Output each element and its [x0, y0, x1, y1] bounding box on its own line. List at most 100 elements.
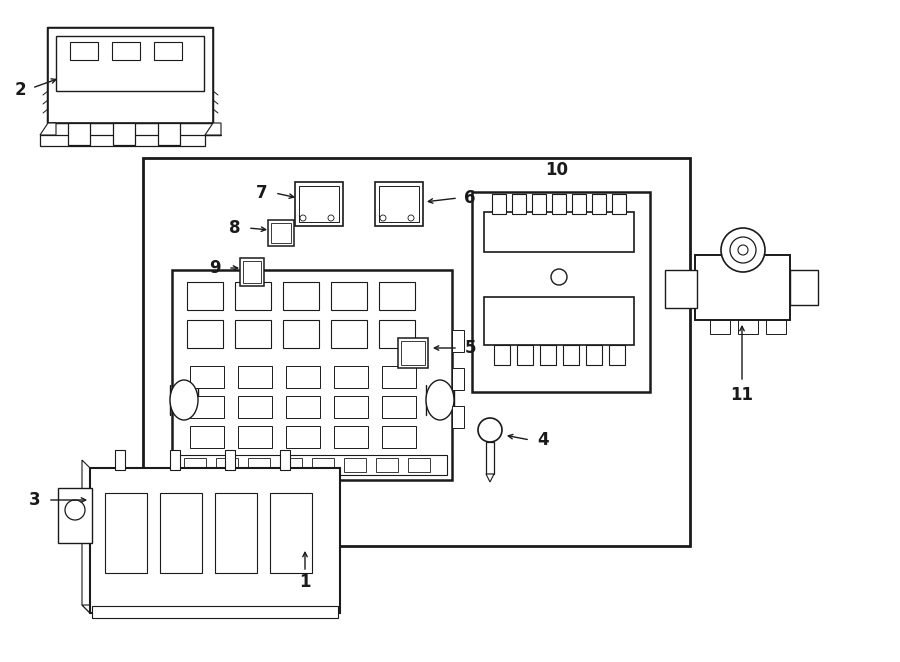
- Bar: [143, 158, 690, 546]
- Text: 3: 3: [29, 491, 40, 509]
- Text: 9: 9: [209, 259, 220, 277]
- Bar: [286, 396, 320, 418]
- Text: 2: 2: [14, 81, 26, 99]
- Bar: [56, 36, 204, 91]
- Polygon shape: [82, 460, 90, 613]
- Bar: [271, 223, 291, 243]
- Bar: [379, 320, 415, 348]
- Bar: [486, 442, 494, 474]
- Circle shape: [65, 500, 85, 520]
- Bar: [484, 297, 634, 345]
- Bar: [270, 493, 312, 573]
- Bar: [484, 212, 634, 252]
- Bar: [160, 493, 202, 573]
- Bar: [609, 345, 625, 365]
- Polygon shape: [40, 123, 56, 135]
- Bar: [299, 186, 339, 222]
- Bar: [280, 458, 302, 472]
- Bar: [312, 458, 334, 472]
- Bar: [540, 345, 556, 365]
- Bar: [92, 606, 338, 618]
- Bar: [790, 270, 818, 305]
- Bar: [280, 450, 290, 470]
- Bar: [283, 282, 319, 310]
- Bar: [177, 455, 447, 475]
- Polygon shape: [486, 474, 494, 482]
- Bar: [215, 493, 257, 573]
- Bar: [334, 366, 368, 388]
- Bar: [572, 194, 586, 214]
- Ellipse shape: [426, 380, 454, 420]
- Ellipse shape: [170, 380, 198, 420]
- Bar: [105, 493, 147, 573]
- Bar: [235, 282, 271, 310]
- Bar: [382, 366, 416, 388]
- Bar: [452, 330, 464, 352]
- Bar: [452, 406, 464, 428]
- Bar: [268, 220, 294, 246]
- Bar: [612, 194, 626, 214]
- Bar: [283, 320, 319, 348]
- Bar: [552, 194, 566, 214]
- Bar: [238, 396, 272, 418]
- Bar: [517, 345, 533, 365]
- Circle shape: [738, 245, 748, 255]
- Bar: [512, 194, 526, 214]
- Bar: [398, 338, 428, 368]
- Bar: [68, 123, 90, 145]
- Bar: [170, 450, 180, 470]
- Bar: [158, 123, 180, 145]
- Bar: [225, 450, 235, 470]
- Bar: [695, 255, 790, 320]
- Circle shape: [551, 269, 567, 285]
- Bar: [154, 42, 182, 60]
- Bar: [70, 42, 98, 60]
- Bar: [187, 320, 223, 348]
- Bar: [235, 320, 271, 348]
- Bar: [248, 458, 270, 472]
- Circle shape: [730, 237, 756, 263]
- Circle shape: [721, 228, 765, 272]
- Bar: [295, 182, 343, 226]
- Bar: [112, 42, 140, 60]
- Bar: [401, 341, 425, 365]
- Bar: [738, 320, 758, 334]
- Circle shape: [478, 418, 502, 442]
- Bar: [216, 458, 238, 472]
- Text: 10: 10: [545, 161, 569, 179]
- Circle shape: [300, 215, 306, 221]
- Bar: [243, 261, 261, 283]
- Bar: [492, 194, 506, 214]
- Bar: [286, 426, 320, 448]
- Circle shape: [328, 215, 334, 221]
- Bar: [452, 368, 464, 390]
- Text: 5: 5: [464, 339, 476, 357]
- Text: 1: 1: [300, 573, 310, 591]
- Bar: [379, 282, 415, 310]
- Bar: [710, 320, 730, 334]
- Bar: [190, 396, 224, 418]
- Bar: [90, 468, 340, 613]
- Bar: [238, 426, 272, 448]
- Bar: [190, 366, 224, 388]
- Text: 8: 8: [230, 219, 241, 237]
- Bar: [408, 458, 430, 472]
- Circle shape: [190, 484, 200, 494]
- Bar: [376, 458, 398, 472]
- Bar: [334, 426, 368, 448]
- Bar: [472, 192, 650, 392]
- Bar: [172, 270, 452, 480]
- Bar: [532, 194, 546, 214]
- Bar: [766, 320, 786, 334]
- Text: 6: 6: [464, 189, 476, 207]
- Bar: [592, 194, 606, 214]
- Bar: [382, 396, 416, 418]
- Polygon shape: [205, 123, 221, 135]
- Bar: [331, 320, 367, 348]
- Bar: [494, 345, 510, 365]
- Circle shape: [380, 215, 386, 221]
- Bar: [665, 270, 697, 308]
- Bar: [286, 366, 320, 388]
- Text: 7: 7: [256, 184, 268, 202]
- Bar: [238, 366, 272, 388]
